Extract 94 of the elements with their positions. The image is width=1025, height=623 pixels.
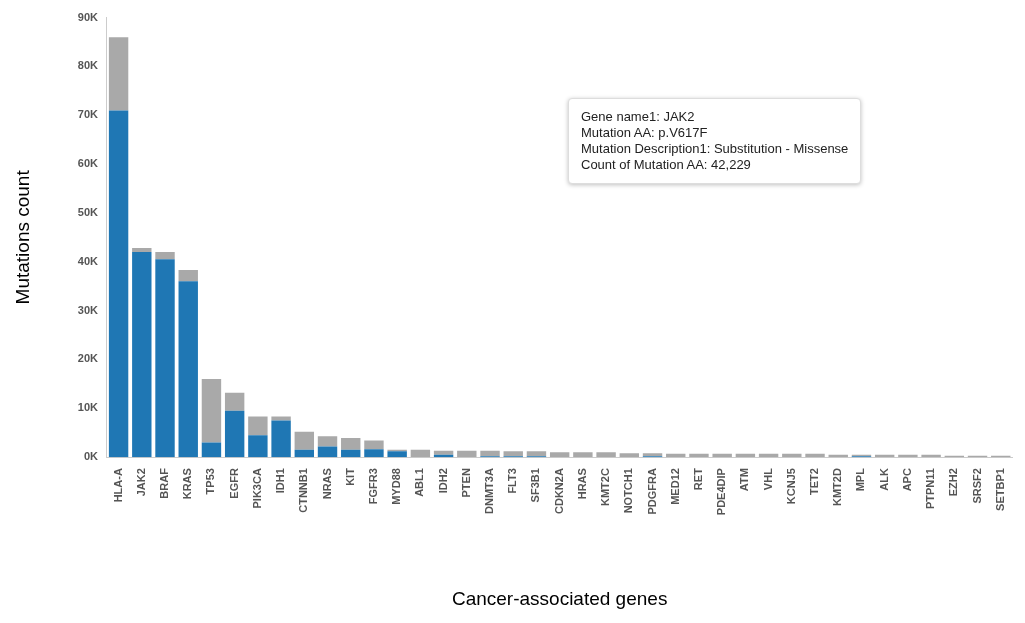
y-tick-label: 80K	[77, 59, 99, 72]
x-tick-label: CDKN2A	[552, 468, 565, 514]
x-tick-label: FLT3	[506, 468, 519, 494]
annotation: Count of Mutation AA: 42,229	[581, 157, 752, 173]
bar	[271, 416, 291, 421]
x-tick-label: PIK3CA	[250, 468, 263, 509]
bar	[178, 281, 198, 458]
bar	[132, 252, 152, 458]
x-tick-label: KMT2D	[831, 468, 844, 507]
bar	[782, 453, 802, 458]
x-tick-label: IDH1	[274, 468, 287, 494]
bar	[805, 453, 825, 458]
x-tick-label: KRAS	[181, 468, 194, 500]
bar	[712, 453, 732, 458]
x-tick-label: HLA-A	[111, 468, 124, 503]
y-tick-label: 90K	[77, 10, 99, 23]
annotation: Mutation AA: p.V617F	[581, 125, 709, 141]
y-tick-label: 30K	[77, 303, 99, 316]
y-tick-label: 0K	[83, 450, 99, 463]
bar	[549, 452, 570, 458]
bar	[155, 252, 175, 260]
x-tick-label: SRSF2	[970, 468, 983, 504]
x-tick-label: NRAS	[320, 468, 333, 500]
bar	[294, 431, 315, 450]
x-tick-label: ATM	[738, 468, 751, 492]
bar	[457, 450, 477, 458]
bar	[248, 435, 268, 458]
x-tick-label: MYD88	[390, 468, 403, 505]
bar	[433, 450, 454, 455]
bar	[619, 453, 640, 458]
x-tick-label: JAK2	[134, 468, 147, 497]
x-tick-label: KIT	[343, 467, 356, 486]
x-tick-label: APC	[900, 468, 913, 492]
bar	[155, 259, 175, 458]
x-tick-label: NOTCH1	[622, 468, 635, 514]
y-axis-title: Mutations count	[11, 169, 33, 305]
x-tick-label: BRAF	[158, 467, 171, 499]
bar	[201, 442, 222, 458]
bar	[410, 449, 431, 458]
bar	[248, 416, 268, 436]
x-tick-label: EGFR	[227, 468, 240, 499]
x-tick-label: EZH2	[947, 468, 960, 497]
bar	[596, 452, 616, 458]
bar	[364, 440, 384, 450]
bar	[341, 449, 361, 458]
bar	[224, 392, 245, 411]
x-tick-label: FGFR3	[366, 468, 379, 505]
y-tick-label: 60K	[77, 157, 99, 170]
bar	[480, 450, 500, 457]
x-tick-label: TP53	[204, 468, 217, 495]
bar	[526, 451, 547, 457]
x-tick-label: PTPN11	[924, 468, 937, 510]
x-tick-label: RET	[691, 467, 704, 491]
x-tick-label: CTNNB1	[297, 468, 310, 513]
x-tick-label: PDE4DIP	[715, 468, 728, 516]
annotation: Gene name1: JAK2	[581, 109, 696, 125]
y-tick-label: 10K	[77, 401, 99, 414]
bar	[503, 451, 523, 457]
bar	[573, 452, 593, 458]
bar	[132, 248, 152, 253]
bar	[341, 438, 361, 450]
x-tick-label: SF3B1	[529, 468, 542, 503]
bar	[317, 446, 338, 458]
annotation: Mutation Description1: Substitution - Missense	[581, 141, 849, 157]
x-tick-label: MPL	[854, 467, 867, 492]
y-tick-label: 70K	[77, 108, 99, 121]
x-tick-label: SETBP1	[993, 468, 1006, 511]
x-tick-label: HRAS	[575, 468, 588, 500]
x-axis-title: Cancer-associated genes	[451, 587, 668, 609]
x-tick-label: DNMT3A	[483, 468, 496, 514]
y-tick-label: 40K	[77, 254, 99, 267]
bar	[387, 451, 407, 458]
x-tick-label: PDGFRA	[645, 468, 658, 515]
bar	[689, 453, 709, 458]
x-tick-label: KMT2C	[599, 468, 612, 507]
bar	[364, 449, 384, 458]
y-tick-label: 50K	[77, 205, 99, 218]
y-tick-label: 20K	[77, 352, 99, 365]
x-tick-label: TET2	[808, 468, 821, 496]
bar	[294, 449, 315, 458]
bar	[108, 110, 129, 458]
bar	[178, 270, 198, 282]
x-tick-label: PTEN	[459, 468, 472, 498]
bar	[201, 378, 222, 443]
bar	[271, 420, 291, 458]
bar	[224, 410, 245, 458]
x-tick-label: VHL	[761, 467, 774, 491]
x-tick-label: IDH2	[436, 468, 449, 494]
x-tick-label: KCNJ5	[784, 468, 797, 505]
bar	[108, 37, 129, 111]
x-tick-label: ABL1	[413, 468, 426, 497]
x-tick-label: MED12	[668, 468, 681, 505]
x-tick-label: ALK	[877, 468, 890, 491]
bar	[317, 436, 338, 447]
